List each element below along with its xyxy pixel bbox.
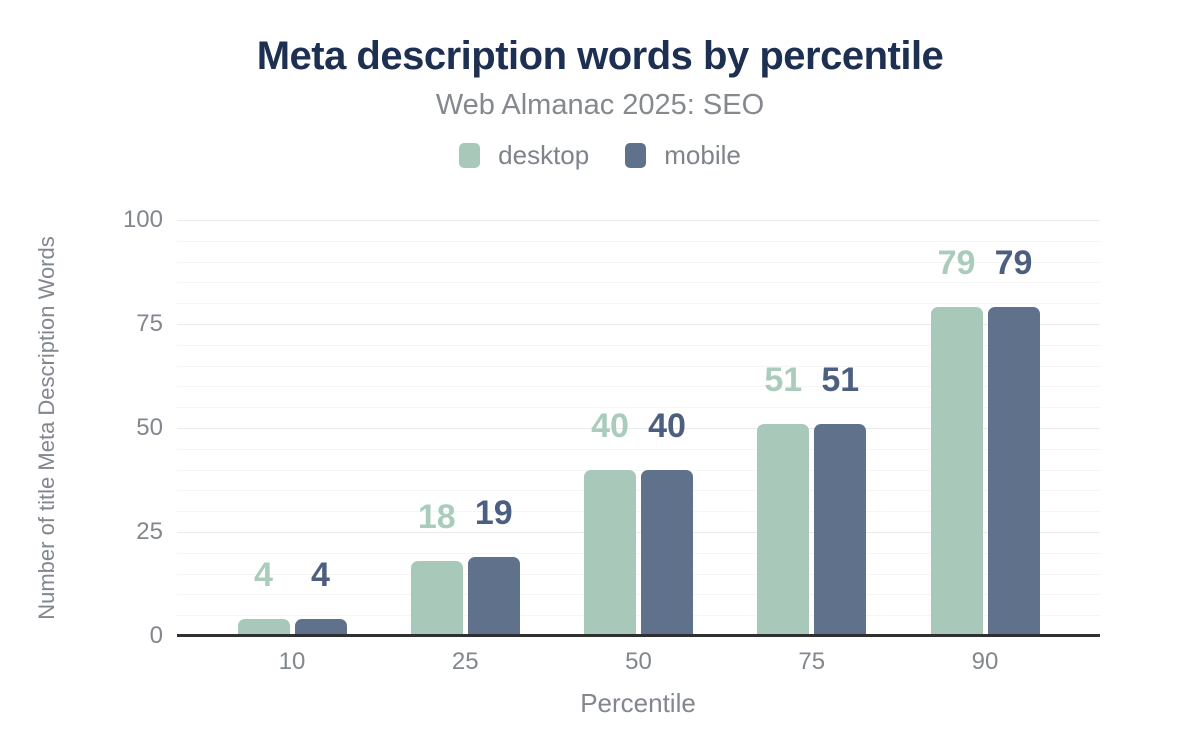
minor-gridline	[177, 594, 1100, 595]
bar-desktop-p75[interactable]	[757, 423, 810, 636]
major-gridline	[177, 220, 1100, 221]
bar-mobile-p10[interactable]	[294, 619, 347, 636]
minor-gridline	[177, 282, 1100, 283]
bar-desktop-p50[interactable]	[584, 469, 636, 636]
minor-gridline	[177, 449, 1100, 450]
bar-value-desktop-p75: 51	[764, 360, 803, 399]
y-tick-label: 25	[136, 518, 163, 545]
bar-desktop-p25[interactable]	[410, 561, 463, 636]
bar-mobile-p50[interactable]	[641, 469, 693, 636]
bar-value-mobile-p75: 51	[821, 360, 860, 399]
bar-value-desktop-p25: 18	[417, 498, 456, 537]
bar-value-desktop-p10: 4	[254, 556, 273, 595]
minor-gridline	[177, 511, 1100, 512]
legend-label-desktop: desktop	[498, 140, 590, 170]
legend-item-mobile[interactable]: mobile	[625, 140, 741, 171]
y-axis-title: Number of title Meta Description Words	[34, 236, 59, 620]
y-tick-label: 50	[136, 414, 163, 441]
y-tick-label: 75	[136, 310, 163, 337]
bar-value-mobile-p90: 79	[994, 244, 1033, 283]
minor-gridline	[177, 407, 1100, 408]
x-tick-label-25: 25	[451, 648, 479, 675]
major-gridline	[177, 428, 1100, 429]
x-axis-line	[177, 634, 1100, 637]
legend-item-desktop[interactable]: desktop	[459, 140, 589, 171]
bar-desktop-p90[interactable]	[930, 307, 983, 636]
bar-value-desktop-p50: 40	[591, 406, 629, 445]
bar-value-mobile-p50: 40	[648, 406, 686, 445]
major-gridline	[177, 324, 1100, 325]
y-tick-label: 100	[122, 206, 163, 233]
legend: desktop mobile	[0, 140, 1200, 171]
bar-mobile-p90[interactable]	[987, 307, 1040, 636]
x-tick-label-50: 50	[625, 648, 652, 675]
minor-gridline	[177, 366, 1100, 367]
x-tick-label-90: 90	[971, 648, 999, 675]
legend-swatch-desktop	[459, 143, 481, 168]
bar-mobile-p75[interactable]	[814, 423, 867, 636]
minor-gridline	[177, 470, 1100, 471]
minor-gridline	[177, 345, 1100, 346]
minor-gridline	[177, 262, 1100, 263]
x-axis-title: Percentile	[580, 688, 696, 718]
minor-gridline	[177, 241, 1100, 242]
bar-value-desktop-p90: 79	[937, 244, 976, 283]
x-tick-label-10: 10	[278, 648, 306, 675]
x-tick-label-75: 75	[798, 648, 826, 675]
legend-label-mobile: mobile	[664, 140, 741, 170]
bar-value-mobile-p10: 4	[311, 556, 330, 595]
chart-subtitle: Web Almanac 2025: SEO	[435, 89, 765, 121]
legend-swatch-mobile	[625, 143, 647, 168]
bar-mobile-p25[interactable]	[467, 556, 520, 636]
minor-gridline	[177, 615, 1100, 616]
y-tick-label: 0	[149, 622, 163, 649]
minor-gridline	[177, 490, 1100, 491]
major-gridline	[177, 532, 1100, 533]
minor-gridline	[177, 386, 1100, 387]
bar-value-mobile-p25: 19	[474, 493, 513, 532]
bar-desktop-p10[interactable]	[237, 619, 290, 636]
minor-gridline	[177, 303, 1100, 304]
minor-gridline	[177, 553, 1100, 554]
chart-title: Meta description words by percentile	[256, 34, 944, 78]
minor-gridline	[177, 574, 1100, 575]
